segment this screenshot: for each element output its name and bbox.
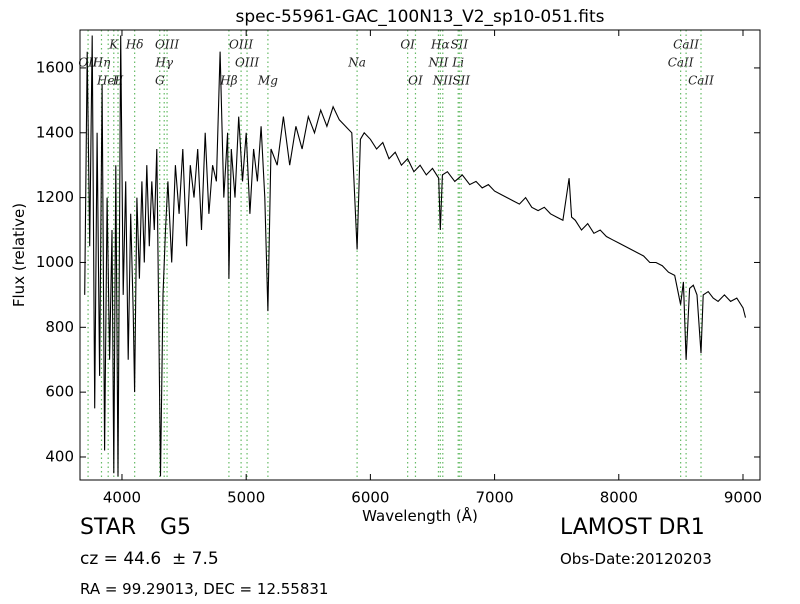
y-axis-label: Flux (relative) xyxy=(10,203,28,307)
spectral-line-label: OIII xyxy=(155,38,179,52)
spectral-line-label: SII xyxy=(452,74,470,88)
chart-title: spec-55961-GAC_100N13_V2_sp10-051.fits xyxy=(235,7,604,27)
spectral-line-label: OIII xyxy=(235,56,259,70)
spectral-line-label: Na xyxy=(347,56,366,70)
y-tick-label: 1000 xyxy=(36,253,74,271)
spectral-line-label: Hγ xyxy=(154,56,173,70)
coordinates: RA = 99.29013, DEC = 12.55831 xyxy=(80,580,328,598)
spectral-line-label: NII xyxy=(432,74,453,88)
spectral-line-label: Hβ xyxy=(219,74,237,88)
x-axis-label: Wavelength (Å) xyxy=(362,506,478,525)
subclass: G5 xyxy=(160,515,191,540)
spectral-line-label: CaII xyxy=(688,74,714,88)
redshift: cz = 44.6 ± 7.5 xyxy=(80,549,219,569)
x-tick-label: 5000 xyxy=(227,489,265,507)
y-tick-label: 400 xyxy=(45,447,74,465)
y-tick-label: 1400 xyxy=(36,123,74,141)
spectral-line-label: NII xyxy=(427,56,448,70)
spectral-line-label: CaII xyxy=(668,56,694,70)
object-class: STAR xyxy=(80,515,136,540)
spectrum-line xyxy=(84,35,747,477)
spectral-line-label: OI xyxy=(400,38,415,52)
spectral-line-label: Hα xyxy=(430,38,450,52)
spectral-line-label: OII xyxy=(78,56,98,70)
y-tick-label: 1600 xyxy=(36,58,74,76)
spectral-line-label: G xyxy=(155,74,165,88)
spectral-line-label: H xyxy=(112,74,124,88)
y-tick-label: 800 xyxy=(45,318,74,336)
spectral-line-label: OIII xyxy=(229,38,253,52)
y-tick-label: 600 xyxy=(45,383,74,401)
x-tick-label: 9000 xyxy=(724,489,762,507)
spectral-line-label: Mg xyxy=(257,74,278,88)
spectral-line-label: Hδ xyxy=(125,38,144,52)
spectrum-group xyxy=(84,35,747,477)
x-tick-label: 8000 xyxy=(600,489,638,507)
spectral-line-label: Hη xyxy=(92,56,111,70)
x-tick-label: 4000 xyxy=(103,489,141,507)
spectral-line-label: Li xyxy=(451,56,464,70)
survey: LAMOST DR1 xyxy=(560,515,705,540)
spectral-line-label: OI xyxy=(408,74,423,88)
y-tick-label: 1200 xyxy=(36,188,74,206)
x-tick-label: 6000 xyxy=(351,489,389,507)
plot-frame xyxy=(79,29,761,481)
obs-date: Obs-Date:20120203 xyxy=(560,550,712,568)
spectral-line-label: SII xyxy=(450,38,468,52)
spectral-line-label: K xyxy=(108,38,119,52)
x-tick-label: 7000 xyxy=(475,489,513,507)
spectral-line-label: CaII xyxy=(673,38,699,52)
